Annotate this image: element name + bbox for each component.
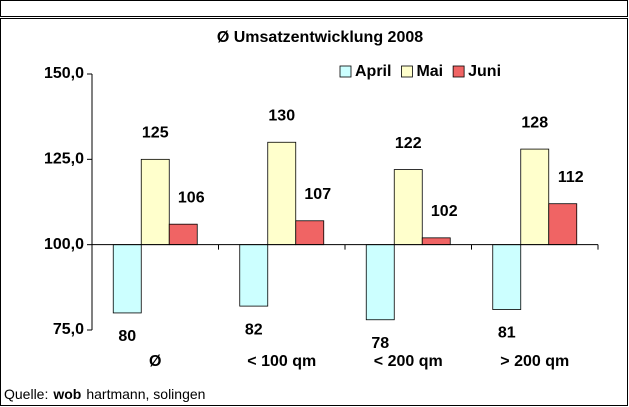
x-tick-label: > 200 qm	[500, 353, 569, 370]
bar	[239, 244, 269, 307]
bar	[393, 169, 423, 246]
bar	[365, 244, 395, 321]
y-tick-label: 100,0	[44, 236, 84, 253]
y-tick-label: 150,0	[44, 65, 84, 82]
data-label: 112	[558, 169, 584, 186]
bar	[267, 141, 297, 246]
legend-swatch	[452, 65, 465, 78]
data-label: 81	[498, 325, 516, 342]
data-label: 78	[371, 335, 389, 352]
source-label: Quelle:	[4, 386, 48, 402]
data-label: 128	[521, 114, 548, 131]
data-label: 82	[245, 321, 263, 338]
source-brand: wob	[52, 386, 81, 402]
top-frame	[0, 0, 628, 17]
legend-swatch	[401, 65, 413, 78]
legend-swatch	[339, 65, 352, 78]
chart-title: Ø Umsatzentwicklung 2008	[217, 29, 423, 46]
source: Quelle: wob hartmann, solingen	[4, 386, 205, 402]
data-label: 130	[268, 107, 295, 124]
bar	[140, 158, 170, 246]
data-label: 125	[142, 125, 169, 142]
data-label: 107	[304, 186, 331, 203]
x-tick-label: < 100 qm	[247, 353, 316, 370]
legend-label: April	[355, 63, 391, 80]
x-tick-label: < 200 qm	[374, 353, 443, 370]
source-text: hartmann, solingen	[86, 386, 205, 402]
chart-frame	[0, 18, 628, 406]
y-tick-label: 75,0	[53, 321, 84, 338]
data-label: 80	[118, 328, 136, 345]
data-label: 122	[395, 135, 422, 152]
legend-label: Juni	[468, 63, 501, 80]
data-label: 102	[431, 203, 458, 220]
bar	[168, 223, 198, 246]
legend-label: Mai	[416, 63, 443, 80]
bar	[548, 203, 578, 246]
bar	[421, 237, 451, 246]
data-label: 106	[178, 189, 205, 206]
y-tick-label: 125,0	[44, 151, 84, 168]
bar	[295, 220, 325, 246]
bar	[520, 148, 550, 246]
bar	[492, 244, 522, 310]
bar	[112, 244, 142, 314]
x-tick-label: Ø	[149, 353, 161, 370]
